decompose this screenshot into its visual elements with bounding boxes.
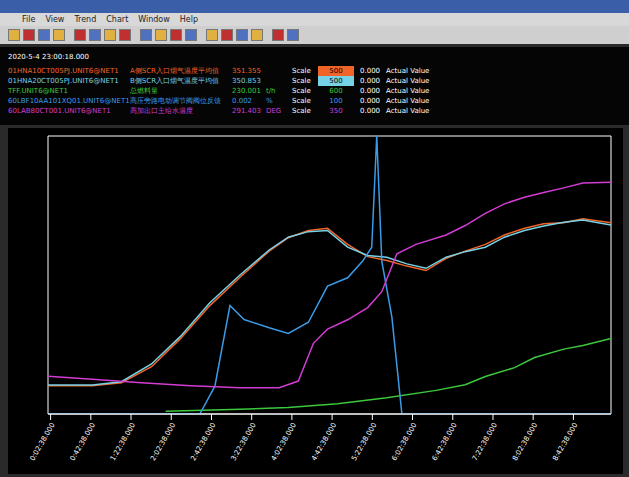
html-text:A侧SCR入口烟气温度平均值: A侧SCR入口烟气温度平均值 [130,67,219,75]
svg-text:3:22:38.000: 3:22:38.000 [230,421,258,462]
html-text:Scale: Scale [292,87,311,95]
html-text:Trend: Trend [74,15,97,24]
html-text:0.000: 0.000 [360,97,380,105]
svg-text:8:02:38.000: 8:02:38.000 [511,421,539,462]
html-text:0.000: 0.000 [360,67,380,75]
html-text:350.853: 350.853 [232,77,261,85]
html-text:t/h: t/h [266,87,276,95]
html-text:0.000: 0.000 [360,107,380,115]
html-text:01HNA20CT005PJ.UNIT6@NET1: 01HNA20CT005PJ.UNIT6@NET1 [8,77,119,85]
html-text:351.355: 351.355 [232,67,261,75]
html-text:Scale: Scale [292,67,311,75]
html-text:B侧SCR入口烟气温度平均值: B侧SCR入口烟气温度平均值 [130,77,219,85]
svg-text:1:22:38.000: 1:22:38.000 [109,421,137,462]
html-text:100: 100 [329,97,343,105]
html-text:500: 500 [329,67,343,75]
svg-text:0:42:38.000: 0:42:38.000 [69,421,97,462]
svg-text:6:02:38.000: 6:02:38.000 [390,421,418,462]
html-text:2020-5-4 23:00:18.000: 2020-5-4 23:00:18.000 [8,53,89,61]
html-text:Window: Window [138,15,170,24]
html-text:291.403: 291.403 [232,107,261,115]
html-text:Scale: Scale [292,77,311,85]
html-text:Actual Value: Actual Value [386,77,430,85]
html-text:TFF.UNIT6@NET1: TFF.UNIT6@NET1 [8,87,68,95]
html-text:60LBF10AA101XQ01.UNIT6@NET1高压旁: 60LBF10AA101XQ01.UNIT6@NET1高压旁路电动调节阀阀位反馈 [8,97,221,105]
html-text:60LAB80CT001.UNIT6@NET1: 60LAB80CT001.UNIT6@NET1 [8,107,111,115]
html-text:Scale: Scale [292,107,311,115]
html-text:0.000: 0.000 [360,87,380,95]
html-text:600: 600 [329,87,343,95]
html-text:Actual Value: Actual Value [386,67,430,75]
html-text:Chart: Chart [106,15,129,24]
html-text:Actual Value: Actual Value [386,107,430,115]
html-text:高加出口主给水温度: 高加出口主给水温度 [130,107,193,115]
html-text:View: View [45,15,65,24]
html-text:01HNA10CT005PJ.UNIT6@NET1: 01HNA10CT005PJ.UNIT6@NET1 [8,67,119,75]
svg-text:7:22:38.000: 7:22:38.000 [471,421,499,462]
svg-text:6:42:38.000: 6:42:38.000 [431,421,459,462]
svg-text:0:02:38.000: 0:02:38.000 [28,421,56,462]
svg-text:2:02:38.000: 2:02:38.000 [149,421,177,462]
svg-text:2:42:38.000: 2:42:38.000 [189,421,217,462]
html-text:File: File [22,15,36,24]
html-text:总燃料量: 总燃料量 [130,87,158,95]
html-text:Actual Value: Actual Value [386,87,430,95]
svg-text:8:42:38.000: 8:42:38.000 [551,421,579,462]
html-text:Help: Help [179,15,199,24]
html-text:230.001: 230.001 [232,87,261,95]
html-text:0.000: 0.000 [360,77,380,85]
svg-text:4:42:38.000: 4:42:38.000 [310,421,338,462]
html-text:500: 500 [329,77,343,85]
html-text:350: 350 [329,107,343,115]
svg-text:5:22:38.000: 5:22:38.000 [350,421,378,462]
html-text:0.002: 0.002 [232,97,252,105]
html-text:Actual Value: Actual Value [386,97,430,105]
html-text:DEG: DEG [266,107,282,115]
html-text:Scale: Scale [292,97,311,105]
svg-text:4:02:38.000: 4:02:38.000 [270,421,298,462]
